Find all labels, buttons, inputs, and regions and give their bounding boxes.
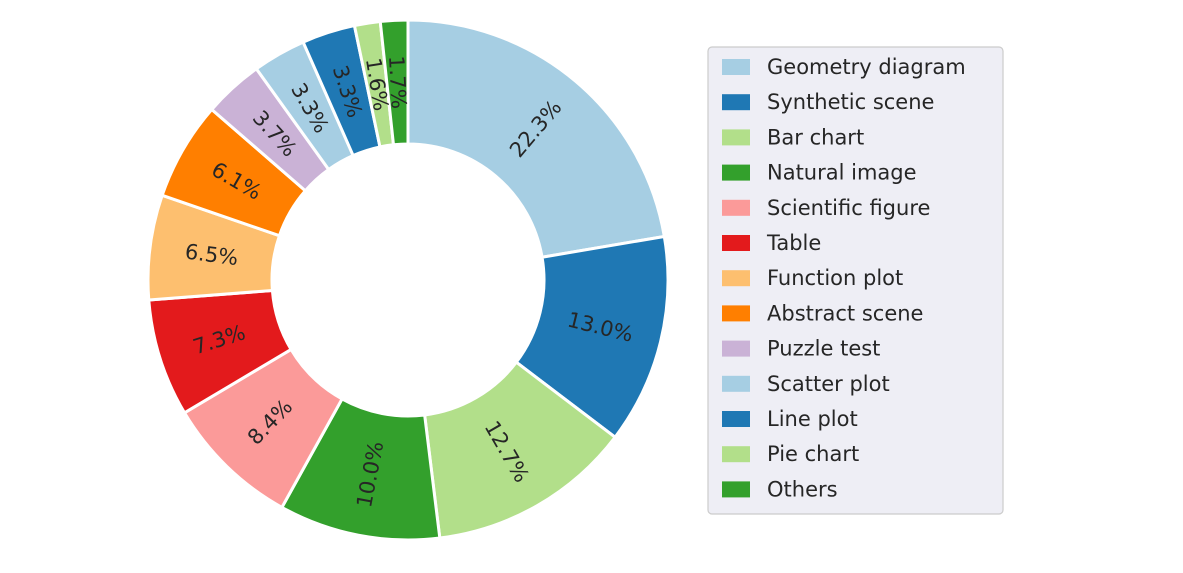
legend-swatch-scatter-plot [722,375,750,392]
legend-item-scientific-figure: Scientific figure [722,196,930,220]
slice-geometry-diagram [406,18,667,259]
legend-item-bar-chart: Bar chart [722,125,864,149]
legend-item-function-plot: Function plot [722,266,903,290]
legend-label-natural-image: Natural image [767,161,917,185]
legend-label-bar-chart: Bar chart [767,125,864,149]
legend-item-geometry-diagram: Geometry diagram [722,55,966,79]
legend-label-synthetic-scene: Synthetic scene [767,90,934,114]
legend-label-function-plot: Function plot [767,266,903,290]
legend-swatch-geometry-diagram [722,59,750,75]
legend-swatch-abstract-scene [722,305,750,322]
legend-item-synthetic-scene: Synthetic scene [722,90,934,114]
legend-label-puzzle-test: Puzzle test [767,337,880,361]
legend-item-puzzle-test: Puzzle test [722,337,880,361]
legend-label-geometry-diagram: Geometry diagram [767,55,966,79]
legend-item-abstract-scene: Abstract scene [722,301,923,325]
legend-label-line-plot: Line plot [767,407,858,431]
legend-swatch-scientific-figure [722,199,750,216]
legend-swatch-bar-chart [722,129,750,146]
legend-swatch-table [722,235,750,251]
legend-item-line-plot: Line plot [722,407,858,431]
legend-label-pie-chart: Pie chart [767,442,859,466]
legend-swatch-pie-chart [722,446,750,463]
legend-item-scatter-plot: Scatter plot [722,372,890,396]
legend-label-scientific-figure: Scientific figure [767,196,930,220]
legend-swatch-others [722,481,750,498]
legend-swatch-synthetic-scene [722,94,750,111]
legend-item-pie-chart: Pie chart [722,442,859,466]
slice-label-others: 1.7% [384,55,411,110]
legend-swatch-line-plot [722,411,750,427]
slice-others [378,18,410,147]
legend-item-others: Others [722,477,838,501]
legend: Geometry diagram Synthetic scene Bar chart… [707,46,1004,515]
legend-label-scatter-plot: Scatter plot [767,372,890,396]
legend-label-table: Table [766,231,821,255]
donut-slices [146,18,670,542]
legend-item-table: Table [722,231,821,255]
legend-swatch-function-plot [722,270,750,287]
legend-box [707,46,1004,515]
legend-swatch-natural-image [722,164,750,181]
legend-swatch-puzzle-test [722,340,750,357]
legend-label-others: Others [767,477,838,501]
legend-item-natural-image: Natural image [722,161,917,185]
legend-label-abstract-scene: Abstract scene [767,301,923,325]
